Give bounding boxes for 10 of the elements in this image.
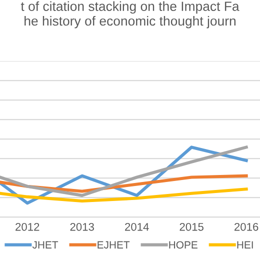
legend-label: HOPE	[169, 241, 198, 249]
x-tick-label: 2014	[125, 222, 149, 231]
x-tick-label: 2015	[180, 222, 204, 231]
x-tick-label: 2013	[70, 222, 94, 231]
x-tick-label: 2012	[16, 222, 40, 231]
legend-label: EJHET	[98, 241, 130, 249]
legend-label: JHET	[32, 241, 58, 249]
legend-label: HEI	[237, 241, 253, 248]
x-tick-label: 2016	[234, 222, 258, 231]
chart-title: t of citation stacking on the Impact Fa he history of economic thought journ	[20, 1, 240, 28]
